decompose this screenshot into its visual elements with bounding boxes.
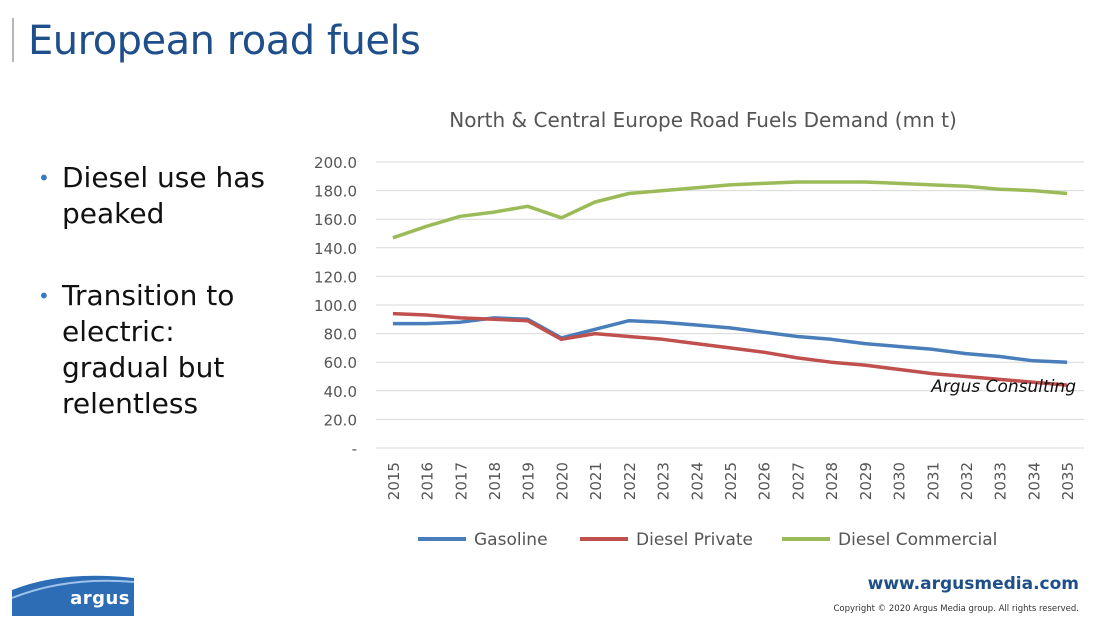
chart-grid: [376, 161, 1084, 449]
x-tick-label: 2033: [992, 462, 1010, 500]
x-tick-label: 2016: [419, 462, 437, 500]
legend-label: Diesel Commercial: [838, 530, 997, 550]
x-tick-label: 2029: [857, 462, 875, 500]
y-tick-label: 140.0: [314, 240, 357, 258]
x-tick-label: 2017: [452, 462, 470, 500]
y-tick-label: 120.0: [314, 268, 357, 286]
bullet-dot-icon: •: [38, 284, 50, 308]
x-tick-label: 2025: [722, 462, 740, 500]
series-line-diesel-commercial: [392, 180, 1068, 240]
series-lines: [392, 180, 1068, 387]
bullet-item: • Transition to electric: gradual but re…: [34, 278, 284, 422]
legend-label: Gasoline: [474, 530, 548, 550]
bullet-text: Diesel use has peaked: [62, 161, 266, 230]
x-tick-label: 2022: [621, 462, 639, 500]
legend-label: Diesel Private: [636, 530, 753, 550]
y-tick-label: -: [352, 440, 357, 458]
argus-logo-icon: [12, 568, 134, 616]
x-tick-label: 2035: [1059, 462, 1077, 500]
slide-title: European road fuels: [28, 18, 421, 64]
x-tick-label: 2021: [587, 462, 605, 500]
x-tick-label: 2018: [486, 462, 504, 500]
title-rule: [12, 18, 14, 62]
chart-legend: Gasoline Diesel Private Diesel Commercial: [418, 530, 997, 550]
bullet-item: • Diesel use has peaked: [34, 160, 284, 232]
y-tick-label: 100.0: [314, 297, 357, 315]
x-axis: 2015 2016 2017 2018 2019 2020 2021 2022 2023 2024…: [385, 462, 1077, 500]
chart-title: North & Central Europe Road Fuels Demand…: [449, 108, 957, 132]
x-tick-label: 2030: [891, 462, 909, 500]
x-tick-label: 2028: [823, 462, 841, 500]
bullet-text: Transition to electric: gradual but rele…: [62, 279, 235, 420]
x-tick-label: 2015: [385, 462, 403, 500]
y-tick-label: 20.0: [324, 411, 357, 429]
bullet-dot-icon: •: [38, 166, 50, 190]
logo-text: argus: [70, 588, 130, 609]
website-link[interactable]: www.argusmedia.com: [867, 574, 1079, 594]
x-tick-label: 2026: [756, 462, 774, 500]
x-tick-label: 2034: [1025, 462, 1043, 500]
x-tick-label: 2020: [553, 462, 571, 500]
series-line-diesel-private: [392, 311, 1068, 387]
y-axis: - 20.0 40.0 60.0 80.0 100.0 120.0 140.0 160.0 180…: [314, 154, 357, 458]
y-tick-label: 200.0: [314, 154, 357, 172]
y-tick-label: 60.0: [324, 354, 357, 372]
x-tick-label: 2032: [958, 462, 976, 500]
y-tick-label: 40.0: [324, 383, 357, 401]
x-tick-label: 2023: [655, 462, 673, 500]
x-tick-label: 2027: [789, 462, 807, 500]
x-tick-label: 2031: [924, 462, 942, 500]
series-line-gasoline: [392, 316, 1068, 364]
y-tick-label: 80.0: [324, 326, 357, 344]
y-tick-label: 160.0: [314, 211, 357, 229]
x-tick-label: 2019: [520, 462, 538, 500]
y-tick-label: 180.0: [314, 183, 357, 201]
chart-annotation: Argus Consulting: [930, 377, 1076, 397]
copyright-text: Copyright © 2020 Argus Media group. All …: [833, 604, 1079, 614]
bullet-list: • Diesel use has peaked • Transition to …: [34, 160, 284, 468]
x-tick-label: 2024: [688, 462, 706, 500]
